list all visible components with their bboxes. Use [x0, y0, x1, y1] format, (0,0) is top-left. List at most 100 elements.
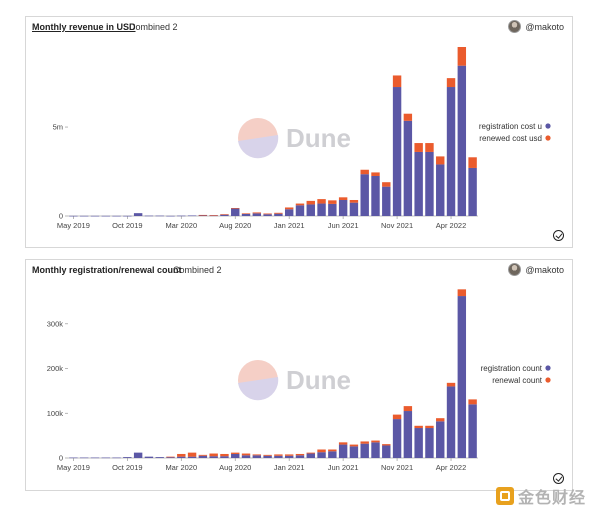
bar-segment-primary[interactable] [306, 204, 315, 216]
bar-segment-primary[interactable] [123, 215, 132, 217]
bar-segment-primary[interactable] [231, 208, 240, 216]
bar-segment-primary[interactable] [371, 175, 380, 216]
bar-segment-primary[interactable] [263, 455, 272, 458]
bar-segment-primary[interactable] [306, 453, 315, 458]
bar-segment-primary[interactable] [69, 215, 78, 217]
bar-segment-secondary[interactable] [382, 182, 391, 187]
bar-segment-secondary[interactable] [306, 200, 315, 205]
bar-segment-primary[interactable] [144, 215, 154, 217]
bar-segment-primary[interactable] [295, 455, 305, 458]
bar-segment-primary[interactable] [392, 419, 402, 458]
bar-segment-primary[interactable] [425, 151, 434, 216]
bar-segment-secondary[interactable] [382, 444, 391, 446]
bar-segment-primary[interactable] [220, 214, 229, 216]
bar-segment-secondary[interactable] [425, 143, 434, 152]
bar-segment-primary[interactable] [166, 215, 175, 217]
bar-segment-secondary[interactable] [436, 156, 445, 165]
bar-segment-secondary[interactable] [209, 215, 218, 216]
bar-segment-secondary[interactable] [263, 213, 272, 215]
bar-segment-secondary[interactable] [317, 199, 326, 204]
bar-segment-secondary[interactable] [231, 207, 240, 209]
bar-segment-primary[interactable] [436, 164, 445, 216]
bar-segment-secondary[interactable] [457, 47, 467, 66]
bar-segment-secondary[interactable] [231, 452, 240, 454]
bar-segment-primary[interactable] [403, 120, 413, 216]
bar-segment-secondary[interactable] [295, 203, 305, 206]
bar-segment-primary[interactable] [112, 215, 121, 217]
legend-swatch[interactable] [545, 135, 551, 141]
bar-segment-secondary[interactable] [338, 442, 348, 445]
bar-segment-primary[interactable] [101, 457, 110, 459]
bar-segment-primary[interactable] [90, 457, 100, 459]
bar-segment-primary[interactable] [382, 186, 391, 216]
bar-segment-primary[interactable] [414, 428, 423, 458]
bar-segment-primary[interactable] [187, 215, 197, 217]
bar-segment-primary[interactable] [468, 404, 477, 458]
bar-segment-secondary[interactable] [284, 454, 294, 456]
check-circle-icon[interactable] [553, 230, 564, 241]
bar-segment-primary[interactable] [392, 87, 402, 216]
bar-segment-primary[interactable] [79, 457, 89, 459]
bar-segment-primary[interactable] [295, 205, 305, 216]
bar-segment-primary[interactable] [69, 457, 78, 459]
bar-segment-primary[interactable] [284, 209, 294, 216]
bar-segment-primary[interactable] [403, 411, 413, 458]
bar-segment-primary[interactable] [133, 452, 143, 458]
bar-segment-primary[interactable] [349, 446, 359, 458]
bar-segment-secondary[interactable] [284, 207, 294, 210]
bar-segment-secondary[interactable] [252, 212, 262, 214]
bar-segment-primary[interactable] [198, 455, 208, 458]
bar-segment-secondary[interactable] [274, 212, 283, 214]
bar-segment-primary[interactable] [112, 457, 121, 459]
bar-segment-secondary[interactable] [209, 453, 218, 457]
bar-segment-primary[interactable] [446, 386, 456, 458]
bar-segment-primary[interactable] [231, 453, 240, 458]
bar-segment-primary[interactable] [360, 443, 369, 458]
bar-segment-secondary[interactable] [349, 199, 359, 203]
bar-segment-secondary[interactable] [274, 454, 283, 456]
bar-segment-secondary[interactable] [328, 449, 337, 452]
bar-segment-primary[interactable] [328, 451, 337, 458]
bar-segment-secondary[interactable] [263, 454, 272, 456]
bar-segment-primary[interactable] [371, 442, 380, 458]
chart-title[interactable]: Monthly registration/renewal count [32, 265, 182, 275]
check-circle-icon[interactable] [553, 473, 564, 484]
bar-segment-secondary[interactable] [295, 453, 305, 456]
bar-segment-primary[interactable] [382, 445, 391, 458]
bar-segment-primary[interactable] [425, 428, 434, 458]
bar-segment-secondary[interactable] [306, 452, 315, 454]
bar-segment-secondary[interactable] [403, 113, 413, 121]
bar-segment-primary[interactable] [252, 213, 262, 216]
author-chip[interactable]: @makoto [508, 20, 564, 33]
bar-segment-primary[interactable] [220, 456, 229, 458]
bar-segment-secondary[interactable] [468, 399, 477, 405]
bar-segment-primary[interactable] [414, 151, 423, 216]
bar-segment-secondary[interactable] [403, 406, 413, 412]
bar-segment-primary[interactable] [155, 457, 164, 458]
bar-segment-secondary[interactable] [241, 213, 251, 214]
bar-segment-secondary[interactable] [446, 382, 456, 387]
bar-segment-secondary[interactable] [360, 441, 369, 444]
bar-segment-secondary[interactable] [317, 449, 326, 453]
bar-segment-primary[interactable] [338, 199, 348, 216]
bar-segment-secondary[interactable] [198, 454, 208, 456]
bar-segment-secondary[interactable] [166, 456, 175, 458]
bar-segment-primary[interactable] [436, 421, 445, 458]
bar-segment-primary[interactable] [317, 452, 326, 458]
bar-segment-secondary[interactable] [187, 452, 197, 457]
bar-segment-secondary[interactable] [446, 78, 456, 88]
author-chip[interactable]: @makoto [508, 263, 564, 276]
bar-segment-secondary[interactable] [252, 454, 262, 456]
bar-segment-primary[interactable] [349, 202, 359, 216]
bar-segment-primary[interactable] [133, 213, 143, 216]
bar-segment-secondary[interactable] [338, 197, 348, 200]
bar-segment-secondary[interactable] [436, 418, 445, 422]
bar-segment-primary[interactable] [263, 214, 272, 216]
bar-segment-primary[interactable] [177, 215, 186, 217]
bar-segment-primary[interactable] [274, 455, 283, 458]
bar-segment-secondary[interactable] [371, 440, 380, 443]
bar-segment-primary[interactable] [274, 213, 283, 216]
bar-segment-secondary[interactable] [392, 414, 402, 420]
bar-segment-secondary[interactable] [457, 289, 467, 297]
bar-segment-primary[interactable] [177, 456, 186, 458]
